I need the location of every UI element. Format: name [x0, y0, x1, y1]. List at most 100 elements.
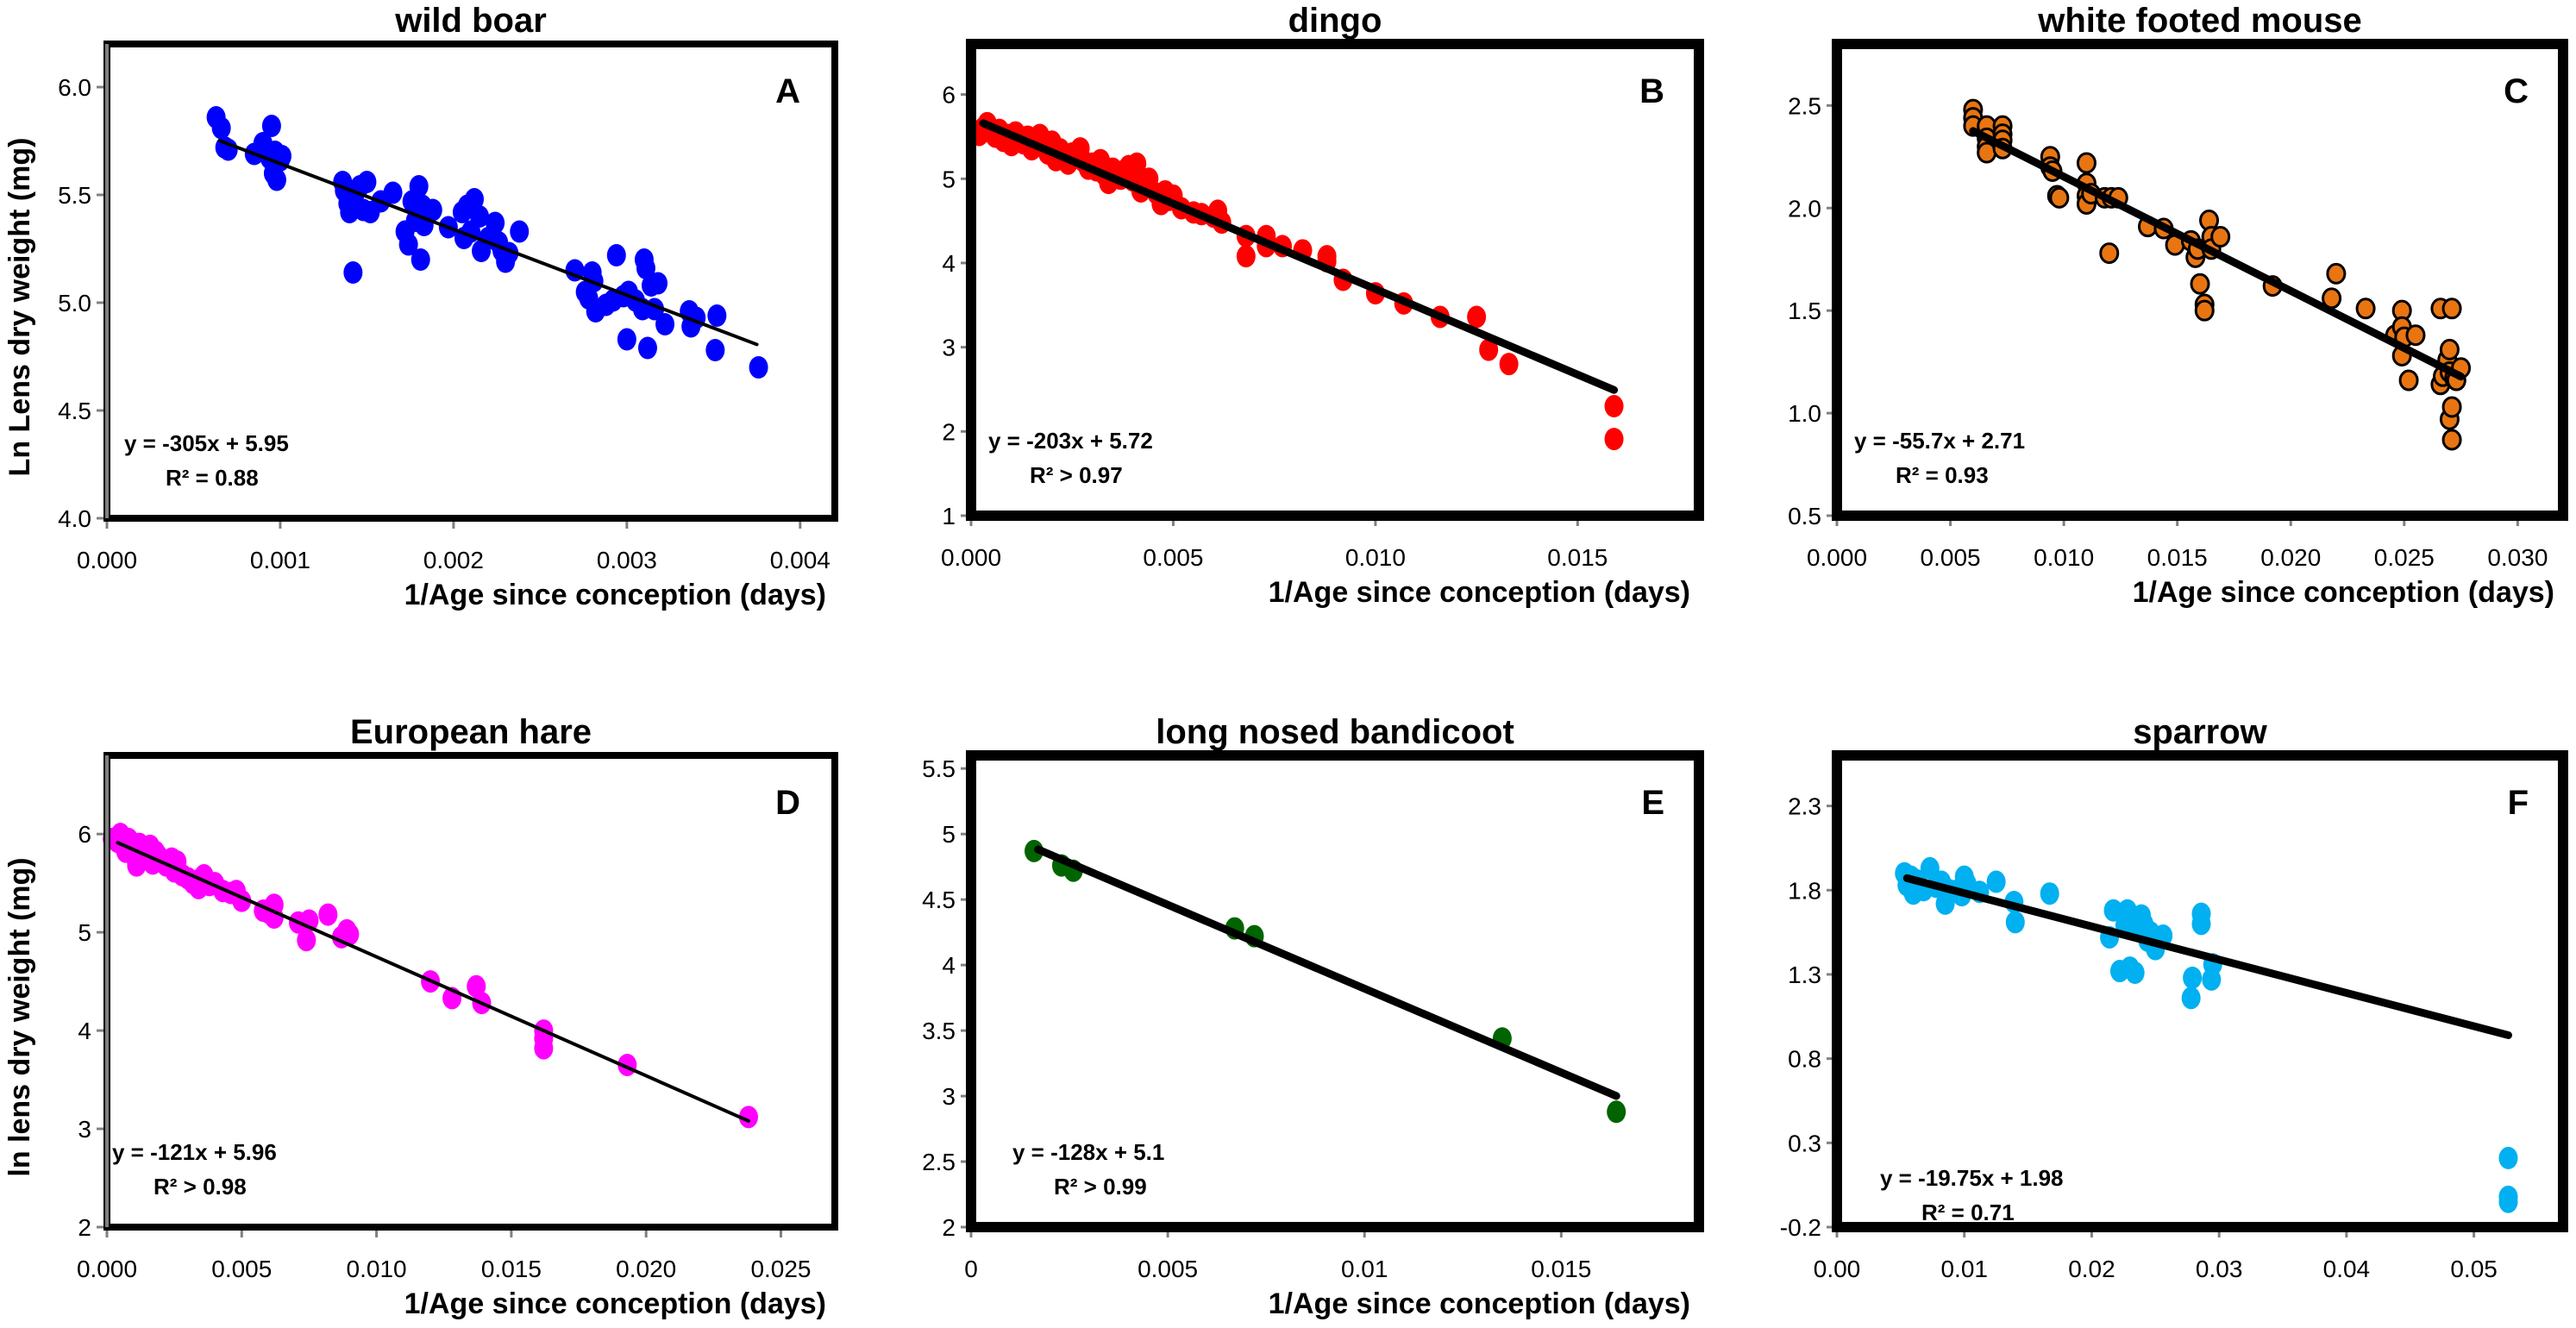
x-tick-label: 0.05: [2450, 1256, 2498, 1282]
data-point: [409, 175, 429, 197]
panel-letter: A: [775, 72, 800, 110]
data-point: [1467, 305, 1487, 329]
data-point: [2076, 152, 2097, 174]
x-tick-label: 0.001: [250, 547, 310, 573]
y-tick-label: 2.5: [1788, 92, 1821, 119]
data-point: [534, 1037, 554, 1060]
trendline: [1902, 874, 2512, 1039]
data-point: [2049, 186, 2070, 209]
data-points: [1963, 98, 2472, 451]
y-tick-label: 3: [942, 1083, 956, 1110]
data-point: [2210, 226, 2231, 248]
panel-letter: D: [775, 784, 800, 822]
y-tick-label: 6: [78, 821, 91, 848]
x-tick-label: 0.020: [616, 1256, 676, 1282]
plot-frame: [1832, 750, 2568, 1232]
panel-letter: F: [2508, 784, 2529, 822]
data-point: [2099, 242, 2120, 265]
x-tick-label: 0.000: [941, 544, 1001, 571]
data-point: [636, 257, 655, 279]
regression-equation: y = -55.7x + 2.71: [1854, 428, 2025, 454]
data-point: [2405, 324, 2426, 347]
y-tick-label: 5: [942, 821, 956, 848]
data-point: [2498, 1190, 2518, 1213]
x-tick-label: 0.030: [2487, 544, 2548, 571]
r-squared-label: R² > 0.97: [1030, 462, 1123, 488]
chart-title: sparrow: [2133, 713, 2267, 751]
y-tick-label: 3: [942, 335, 956, 361]
data-point: [266, 168, 286, 191]
y-tick-label: 5.0: [58, 290, 91, 316]
data-point: [2355, 298, 2376, 320]
x-tick-label: 0.015: [1531, 1256, 1591, 1282]
y-tick-label: 5: [942, 166, 956, 192]
trendline: [217, 139, 759, 347]
y-tick-label: 5: [78, 919, 91, 946]
x-tick-label: 0.003: [597, 547, 657, 573]
plot-frame: [966, 750, 1704, 1232]
r-squared-label: R² > 0.99: [1054, 1174, 1147, 1200]
y-tick-label: 2: [78, 1214, 91, 1241]
panel-c: white footed mouse 0.5 1.0 1.5 2.0 2.5 0.000 0.…: [1788, 2, 2568, 609]
y-tick-label: 2.5: [922, 1149, 956, 1175]
chart-title: European hare: [350, 713, 592, 751]
regression-equation: y = -203x + 5.72: [988, 428, 1153, 454]
data-point: [1236, 245, 1256, 268]
panel-a: wild boar 4.0 4.5 5.0 5.5 6.0 0.000 0.001 0.002 0…: [3, 2, 838, 611]
x-tick-label: 0.002: [423, 547, 484, 573]
data-point: [2103, 899, 2123, 922]
x-axis-label: 1/Age since conception (days): [2133, 576, 2554, 609]
data-point: [2191, 912, 2211, 936]
data-point: [211, 116, 231, 140]
r-squared-label: R² = 0.71: [1921, 1200, 2015, 1225]
y-tick-label: 0.3: [1788, 1130, 1821, 1156]
x-tick-label: 0: [964, 1256, 978, 1282]
data-point: [2183, 966, 2203, 989]
r-squared-label: R² = 0.93: [1896, 462, 1989, 488]
plot-frame: [1832, 39, 2568, 521]
y-tick-label: 3.5: [922, 1018, 956, 1044]
y-tick-label: 2.0: [1788, 195, 1821, 222]
data-point: [2441, 396, 2462, 418]
y-tick-label: 5.5: [922, 755, 956, 782]
data-point: [707, 304, 727, 327]
data-point: [1604, 428, 1624, 451]
data-point: [398, 233, 418, 256]
data-point: [510, 220, 530, 243]
y-tick-label: 1.0: [1788, 400, 1821, 427]
data-point: [486, 211, 505, 235]
x-tick-label: 0.010: [2034, 544, 2094, 571]
y-tick-label: 3: [78, 1116, 91, 1143]
data-point: [2005, 911, 2025, 934]
x-tick-label: 0.04: [2323, 1256, 2371, 1282]
chart-title: dingo: [1288, 2, 1382, 40]
data-point: [2398, 369, 2419, 392]
data-point: [2326, 262, 2347, 285]
y-tick-label: 4.5: [58, 398, 91, 424]
data-point: [606, 244, 626, 266]
regression-equation: y = -121x + 5.96: [112, 1139, 277, 1165]
data-point: [649, 272, 668, 295]
r-squared-label: R² > 0.98: [154, 1174, 247, 1200]
x-tick-label: 0.025: [750, 1256, 811, 1282]
x-tick-label: 0.01: [1341, 1256, 1388, 1282]
y-tick-label: 0.8: [1788, 1046, 1821, 1073]
y-tick-label: 1.8: [1788, 877, 1821, 904]
data-point: [2194, 299, 2215, 322]
x-tick-label: 0.020: [2260, 544, 2321, 571]
chart-title: wild boar: [394, 2, 547, 40]
data-point: [2190, 272, 2210, 295]
data-point: [2439, 338, 2460, 360]
data-point: [1499, 353, 1519, 376]
x-axis-label: 1/Age since conception (days): [1269, 576, 1690, 609]
x-tick-label: 0.004: [770, 547, 830, 573]
y-tick-label: 6.0: [58, 74, 91, 101]
y-tick-label: 2: [942, 1214, 956, 1241]
y-tick-label: 4.5: [922, 886, 956, 913]
y-tick-label: 5.5: [58, 182, 91, 209]
x-tick-label: 0.02: [2068, 1256, 2115, 1282]
data-point: [1127, 152, 1147, 175]
x-tick-label: 0.010: [347, 1256, 407, 1282]
y-tick-label: 4.0: [58, 505, 91, 532]
data-point: [2040, 882, 2059, 905]
